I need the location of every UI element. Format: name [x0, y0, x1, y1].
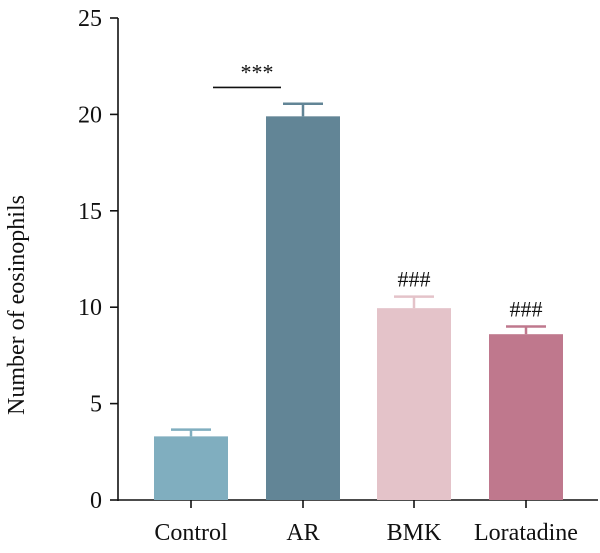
bar-bmk — [377, 308, 451, 500]
x-tick-label: BMK — [387, 520, 442, 546]
significance-label: ### — [510, 296, 543, 321]
y-axis-title: Number of eosinophils — [4, 195, 30, 415]
significance-label: *** — [241, 59, 274, 84]
error-bars — [171, 102, 546, 437]
annotations: *** ### ### — [213, 59, 543, 321]
y-tick-label: 20 — [78, 102, 102, 128]
y-tick-label: 25 — [78, 6, 102, 32]
x-tick-label: Control — [154, 520, 228, 546]
x-tick-label: Loratadine — [474, 520, 578, 546]
significance-label: ### — [398, 267, 431, 292]
bars — [154, 116, 563, 500]
x-tick-labels: Control AR BMK Loratadine — [154, 520, 578, 546]
y-tick-label: 15 — [78, 199, 102, 225]
bar-ar — [266, 116, 340, 500]
y-tick-labels: 0 5 10 15 20 25 — [78, 6, 102, 514]
bar-control — [154, 436, 228, 500]
y-tick-label: 0 — [90, 488, 102, 514]
x-tick-label: AR — [286, 520, 319, 546]
y-tick-label: 5 — [90, 392, 102, 418]
bar-loratadine — [489, 334, 563, 500]
y-tick-label: 10 — [78, 295, 102, 321]
